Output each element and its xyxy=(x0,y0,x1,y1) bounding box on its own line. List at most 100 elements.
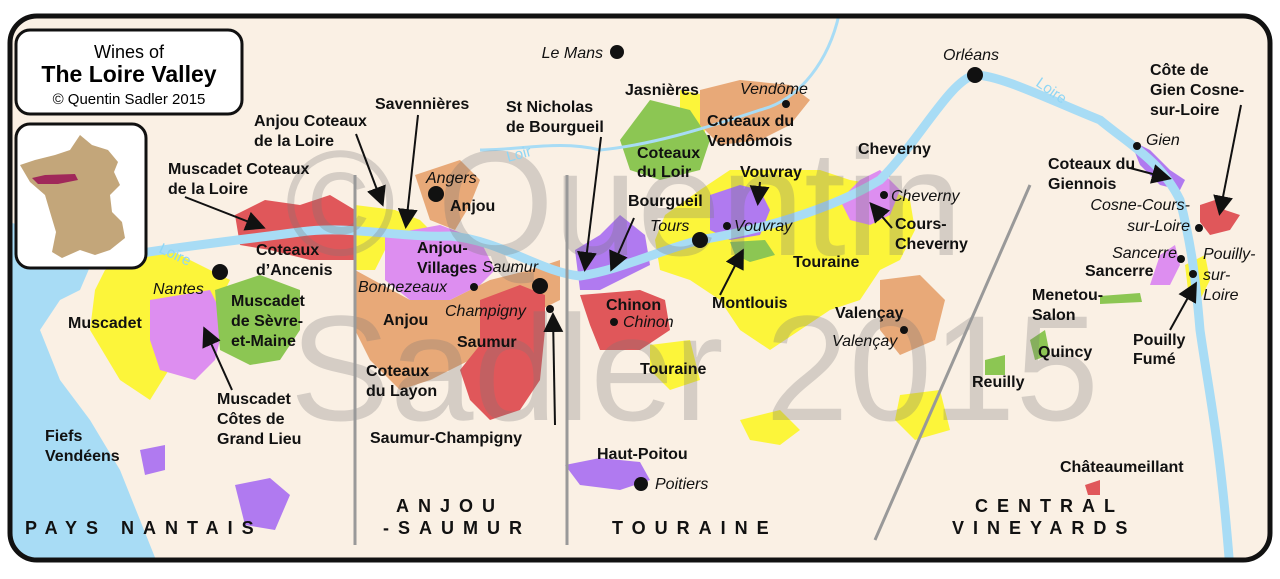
label-giennois-1: Coteaux du xyxy=(1048,156,1135,173)
town-pouilly-line3: Loire xyxy=(1203,287,1239,304)
town-bonnezeaux: Bonnezeaux xyxy=(358,279,448,296)
label-anjou-villages-2: Villages xyxy=(417,260,477,277)
label-saumur: Saumur xyxy=(457,334,517,351)
town-sancerre: Sancerre xyxy=(1112,245,1177,262)
label-savennieres: Savennières xyxy=(375,96,469,113)
label-fiefs-2: Vendéens xyxy=(45,448,120,465)
label-menetou-1: Menetou- xyxy=(1032,287,1103,304)
label-fiefs-1: Fiefs xyxy=(45,428,82,445)
area-reuilly xyxy=(985,355,1005,375)
area-saumur xyxy=(460,285,545,420)
label-menetou-2: Salon xyxy=(1032,307,1076,324)
town-cosne-line1: Cosne-Cours- xyxy=(1090,197,1190,214)
area-coteaux-loire xyxy=(235,195,355,260)
area-haut-poitou xyxy=(565,458,650,490)
label-grand-lieu-3: Grand Lieu xyxy=(217,431,301,448)
area-fiefs-2 xyxy=(235,478,290,530)
region-anjou-2: -SAUMUR xyxy=(383,518,531,538)
label-cote-gien-2: Gien Cosne- xyxy=(1150,82,1244,99)
label-pouilly-fume-1: Pouilly xyxy=(1133,332,1186,349)
area-valencay xyxy=(880,275,945,355)
town-cheverny: Cheverny xyxy=(891,188,960,205)
label-layon-2: du Layon xyxy=(366,383,437,400)
label-sevre-1: Muscadet xyxy=(231,293,305,310)
area-touraine-south-2 xyxy=(650,340,700,390)
area-sevre-et-maine xyxy=(215,275,300,365)
label-touraine: Touraine xyxy=(793,254,859,271)
area-sancerre xyxy=(1150,245,1180,285)
label-grand-lieu-1: Muscadet xyxy=(217,391,291,408)
town-angers: Angers xyxy=(425,170,477,187)
title-line1: Wines of xyxy=(94,42,165,62)
town-nantes: Nantes xyxy=(153,281,204,298)
label-cheverny: Cheverny xyxy=(858,141,931,158)
label-anjou-villages-1: Anjou- xyxy=(417,240,468,257)
map-title: The Loire Valley xyxy=(41,61,216,87)
area-quincy xyxy=(1030,330,1050,360)
region-central-2: VINEYARDS xyxy=(952,518,1136,538)
label-ancenis-2: d’Ancenis xyxy=(256,262,333,279)
town-pouilly-line1: Pouilly- xyxy=(1203,246,1255,263)
label-muscadet-coteaux-2: de la Loire xyxy=(168,181,248,198)
label-chateaumeillant: Châteaumeillant xyxy=(1060,459,1184,476)
town-valencay: Valençay xyxy=(832,333,898,350)
title-box xyxy=(14,28,244,116)
region-pays-nantais: PAYS NANTAIS xyxy=(25,518,263,538)
area-chinon xyxy=(580,290,670,350)
region-central-1: CENTRAL xyxy=(975,496,1124,516)
label-sevre-3: et-Maine xyxy=(231,333,296,350)
town-chinon: Chinon xyxy=(623,314,674,331)
label-touraine-south: Touraine xyxy=(640,361,706,378)
map-frame xyxy=(7,13,1273,563)
label-haut-poitou: Haut-Poitou xyxy=(597,446,688,463)
area-anjou-north xyxy=(415,160,480,230)
town-le-mans: Le Mans xyxy=(542,45,603,62)
label-cote-gien-3: sur-Loire xyxy=(1150,102,1219,119)
river-loir xyxy=(479,14,842,152)
area-chateaumeillant xyxy=(1085,480,1100,495)
label-sancerre: Sancerre xyxy=(1085,263,1154,280)
watermark: Sadler 2015 xyxy=(290,284,1099,452)
appellation-labels: Jasnières Coteaux du Vendômois Côte de G… xyxy=(45,62,1244,476)
label-ancenis-1: Coteaux xyxy=(256,242,319,259)
label-sevre-2: de Sèvre- xyxy=(231,313,303,330)
label-anjou-coteaux-1: Anjou Coteaux xyxy=(254,113,367,130)
area-touraine-south-1 xyxy=(740,410,800,445)
label-vendomois-2: Vendômois xyxy=(707,133,792,150)
town-cosne-line2: sur-Loire xyxy=(1127,218,1190,235)
label-vendomois-1: Coteaux du xyxy=(707,113,794,130)
label-vouvray: Vouvray xyxy=(740,164,802,181)
copyright: © Quentin Sadler 2015 xyxy=(53,91,206,108)
town-vendome: Vendôme xyxy=(740,81,808,98)
label-giennois-2: Giennois xyxy=(1048,176,1117,193)
label-pouilly-fume-2: Fumé xyxy=(1133,351,1176,368)
label-muscadet-coteaux-1: Muscadet Coteaux xyxy=(168,161,309,178)
area-menetou xyxy=(1100,293,1142,304)
river-label-loir: Loir xyxy=(505,143,534,166)
river-loire xyxy=(89,70,1235,562)
label-anjou-coteaux-2: de la Loire xyxy=(254,133,334,150)
label-bourgueil: Bourgueil xyxy=(628,193,703,210)
region-divider xyxy=(873,184,1032,541)
label-jasnieres: Jasnières xyxy=(625,82,699,99)
label-st-nicholas-2: de Bourgueil xyxy=(506,119,604,136)
towns: Le Mans Vendôme Orléans Gien Cosne-Cours… xyxy=(153,45,1255,493)
town-poitiers: Poitiers xyxy=(655,476,708,493)
inset-france-map xyxy=(20,135,125,258)
label-st-nicholas-1: St Nicholas xyxy=(506,99,593,116)
pointer-arrows xyxy=(184,104,1242,426)
region-labels: PAYS NANTAIS ANJOU -SAUMUR TOURAINE CENT… xyxy=(25,496,1136,538)
area-cote-de-gien xyxy=(1200,200,1240,235)
town-saumur: Saumur xyxy=(482,259,539,276)
map-background xyxy=(8,14,1272,562)
area-fiefs-1 xyxy=(140,445,165,475)
town-orleans: Orléans xyxy=(943,47,999,64)
label-quincy: Quincy xyxy=(1038,344,1092,361)
area-anjou-villages xyxy=(385,225,495,300)
town-champigny: Champigny xyxy=(445,303,527,320)
region-touraine: TOURAINE xyxy=(612,518,778,538)
label-grand-lieu-2: Côtes de xyxy=(217,411,285,428)
town-vouvray: Vouvray xyxy=(734,218,793,235)
label-reuilly: Reuilly xyxy=(972,374,1025,391)
